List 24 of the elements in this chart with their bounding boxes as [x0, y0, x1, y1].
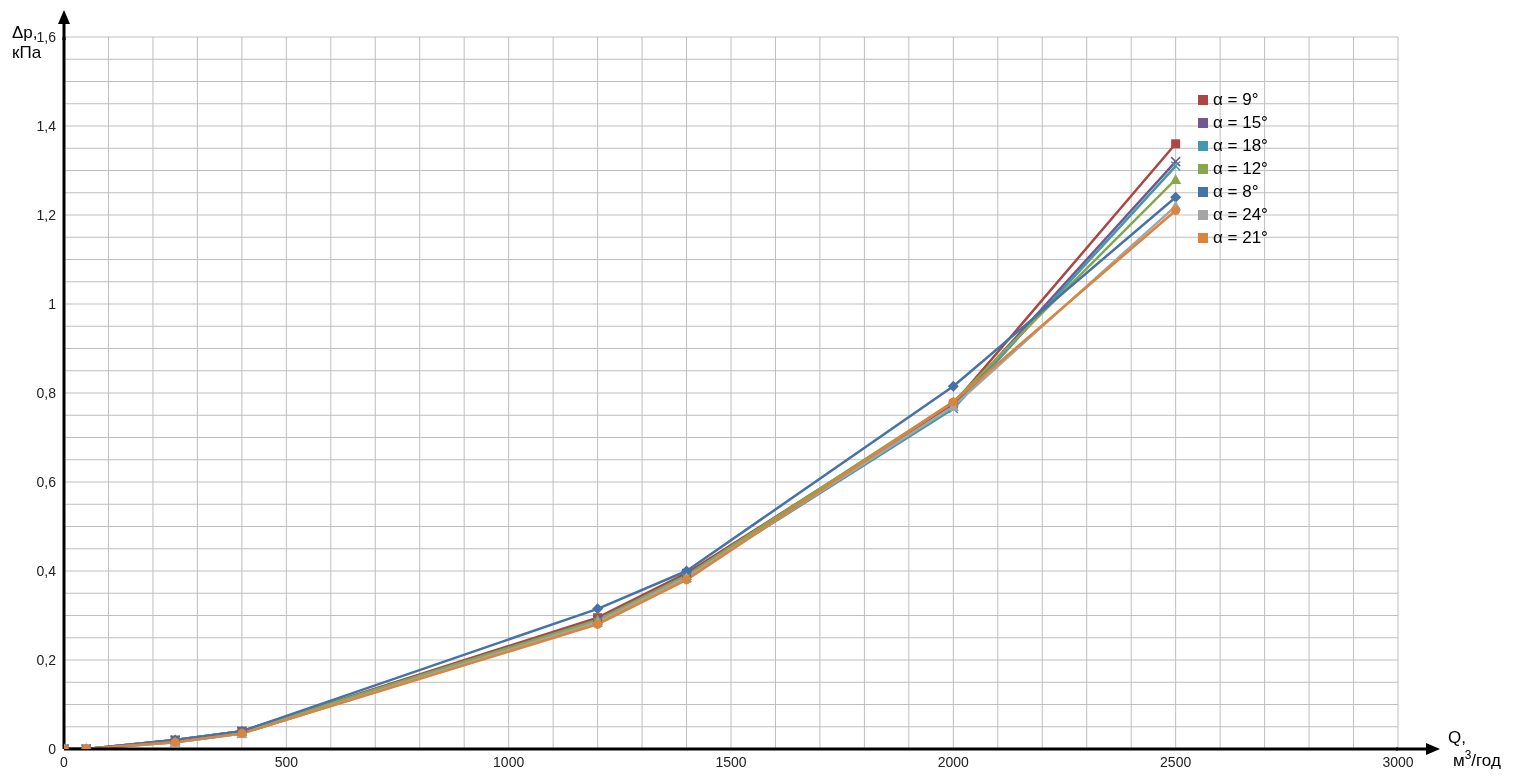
x-tick-label: 500: [274, 753, 299, 770]
legend-label: α = 12°: [1213, 158, 1268, 180]
x-tick-label: 2000: [937, 753, 970, 770]
y-tick-label: 1,4: [36, 117, 57, 134]
legend-label: α = 18°: [1213, 135, 1268, 157]
x-tick-label: 2500: [1160, 753, 1192, 770]
legend-label: α = 21°: [1213, 227, 1268, 249]
y-tick-label: 1,6: [36, 28, 57, 45]
x-tick-label: 0: [60, 753, 69, 770]
y-tick-label: 0,6: [36, 473, 57, 490]
legend-label: α = 9°: [1213, 89, 1259, 111]
y-tick-label: 0,2: [36, 651, 57, 668]
y-tick-label: 0: [48, 740, 57, 757]
legend-label: α = 15°: [1213, 112, 1268, 134]
x-tick-label: 1000: [493, 753, 525, 770]
y-tick-label: 1: [48, 295, 57, 312]
x-tick-label: 1500: [715, 753, 747, 770]
y-tick-label: 0,8: [36, 384, 57, 401]
legend-label: α = 24°: [1213, 204, 1268, 226]
x-tick-label: 3000: [1382, 753, 1414, 770]
y-tick-label: 0,4: [36, 562, 57, 579]
y-tick-label: 1,2: [36, 206, 57, 223]
legend-label: α = 8°: [1213, 181, 1259, 203]
x-axis-title: Q, м$^{3}$/год: [1448, 728, 1501, 770]
